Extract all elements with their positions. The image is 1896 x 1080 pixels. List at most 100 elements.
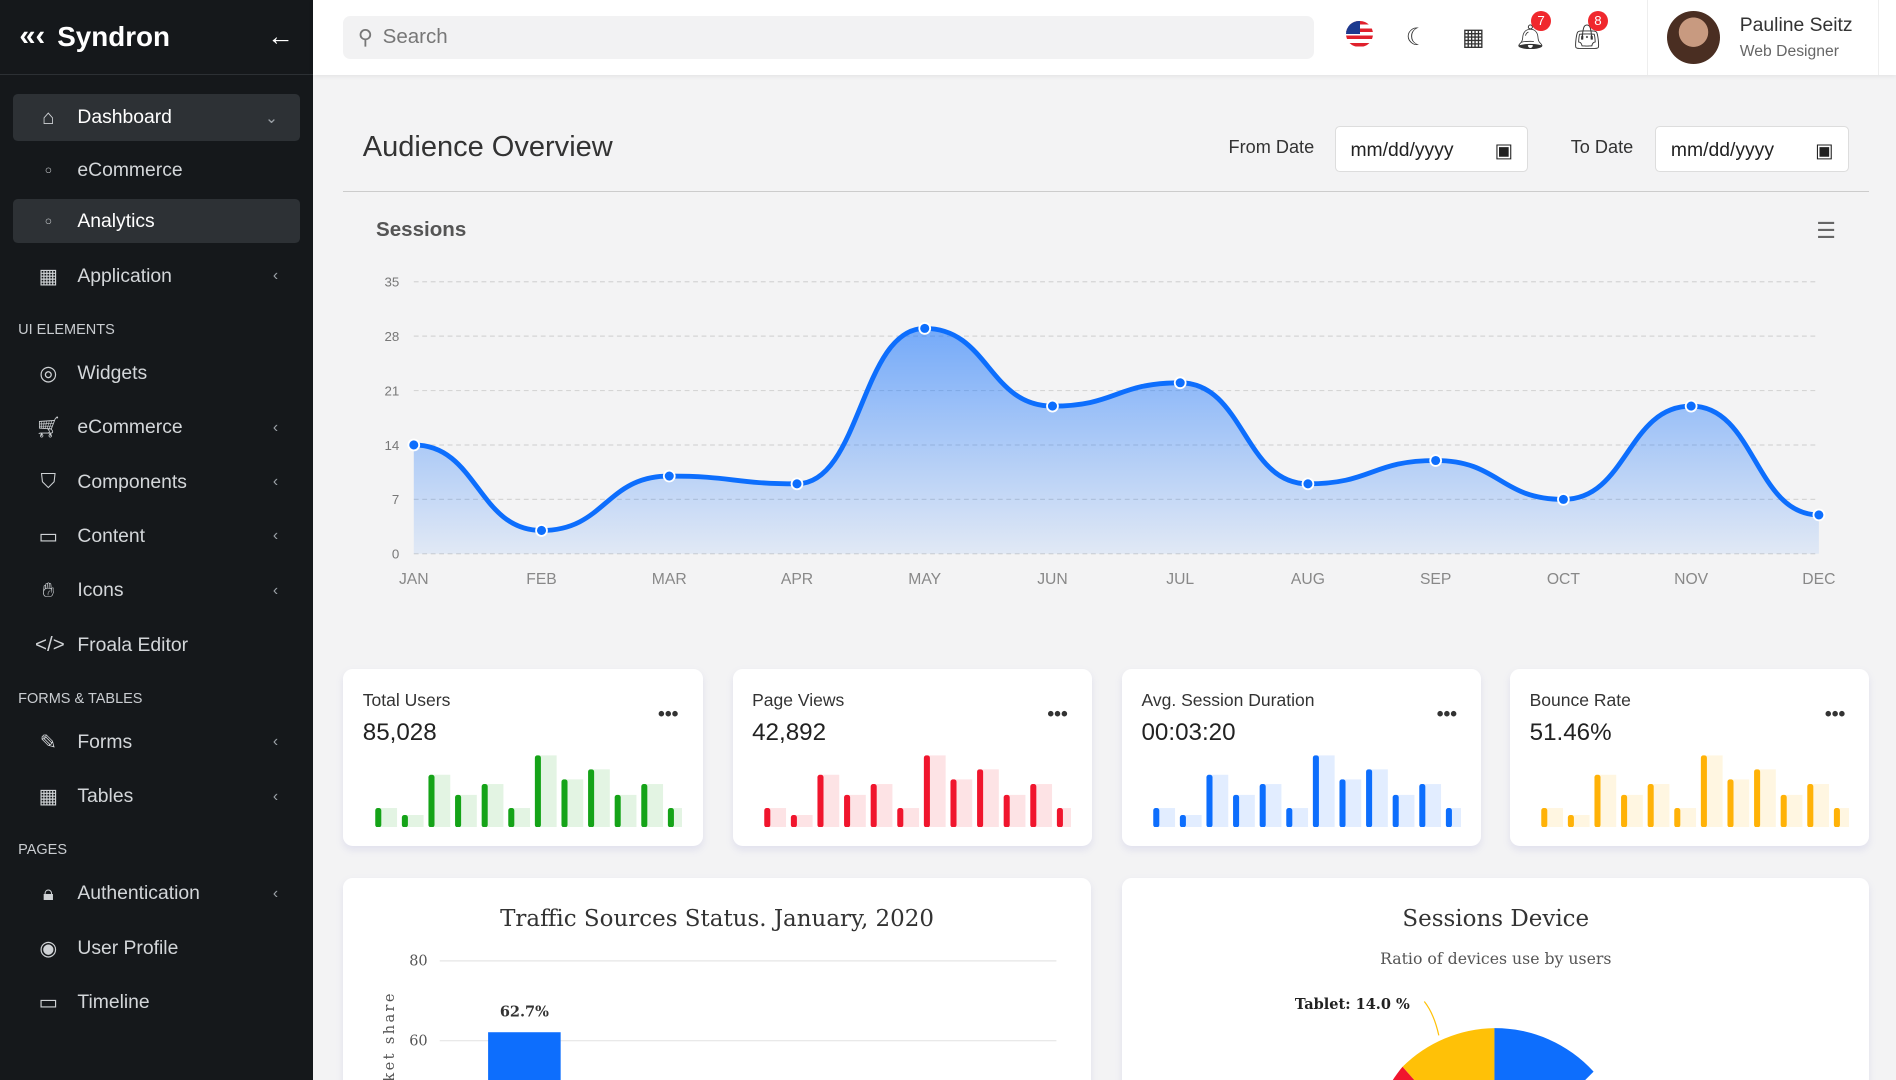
divider [343,191,1870,192]
from-date-value: mm/dd/yyyy [1350,138,1454,161]
sessions-chart-title: Sessions [376,217,467,241]
traffic-sources-card: Traffic Sources Status. January, 2020 80… [343,877,1091,1080]
chevron-left-icon: ‹ [272,267,279,285]
search-icon: ⚲ [357,25,373,49]
bookmark-icon: ⛉ [40,470,57,494]
sidebar-item-analytics[interactable]: ○ Analytics [13,199,300,243]
bar-glow [1839,807,1849,828]
calendar-icon[interactable]: ▣ [1494,139,1513,162]
bar-glow [406,814,424,828]
bar [488,1032,562,1080]
label: Application [77,264,172,287]
traffic-chart: 80 60 Market share 62.7% [382,954,1057,1080]
sidebar-item-authentication[interactable]: 🔒︎ Authentication ‹ [13,870,300,917]
cart-bag-icon[interactable]: 👜︎ 8 [1559,10,1616,52]
logo-icon: «‹ [19,20,46,53]
label: Icons [77,579,124,602]
bar [454,794,461,828]
sidebar-item-froala[interactable]: </> Froala Editor [13,622,300,669]
chevron-left-icon: ‹ [272,581,279,599]
bar [1446,807,1453,828]
bar [1259,783,1267,828]
apps-grid-icon[interactable]: ▦ [1461,23,1485,51]
data-point [790,477,804,491]
label: eCommerce [77,416,183,439]
search-placeholder: Search [382,25,448,49]
from-date-input[interactable]: mm/dd/yyyy ▣ [1334,125,1529,172]
sidebar-item-widgets[interactable]: ◎ Widgets [13,350,300,397]
user-name: Pauline Seitz [1739,13,1853,36]
sidebar-item-timeline[interactable]: ▭ Timeline [13,979,300,1026]
more-options-icon[interactable]: ••• [1047,702,1068,725]
y-tick: 35 [384,275,399,290]
chevron-left-icon: ‹ [272,733,279,751]
data-point [918,322,931,335]
bar-glow [459,794,477,828]
bar [1286,807,1293,828]
sidebar-item-content[interactable]: ▭ Content ‹ [13,513,300,560]
label: Froala Editor [77,633,189,656]
to-date-input[interactable]: mm/dd/yyyy ▣ [1655,125,1849,172]
bell-icon[interactable]: 🔔︎ 7 [1502,10,1559,52]
bar-glow [1397,794,1415,828]
collapse-sidebar-icon[interactable]: ← [267,21,294,52]
bar [667,807,674,828]
y-tick: 21 [384,383,399,398]
bar [614,794,621,828]
x-tick: DEC [1802,571,1835,588]
bar [1834,807,1841,828]
sidebar-item-ecommerce[interactable]: 🛒︎ eCommerce ‹ [13,404,300,451]
label: Dashboard [77,106,172,129]
sidebar-item-icons[interactable]: ✋︎ Icons ‹ [13,567,300,614]
dark-mode-icon[interactable]: ☾ [1405,23,1428,51]
bar-glow [848,794,866,828]
bar-glow [1812,783,1830,828]
sidebar-item-ecommerce-sub[interactable]: ○ eCommerce [13,149,300,193]
x-tick: SEP [1420,571,1451,588]
search-input[interactable]: ⚲ Search [343,15,1315,60]
more-options-icon[interactable]: ••• [1824,702,1846,725]
bar-glow [981,769,999,828]
table-icon: ▦ [38,785,59,809]
device-chart-subtitle: Ratio of devices use by users [1380,948,1612,968]
device-chart-title: Sessions Device [1402,905,1590,932]
bar [1233,794,1240,828]
sidebar-item-tables[interactable]: ▦ Tables ‹ [13,773,300,820]
data-point [407,438,420,452]
chevron-left-icon: ‹ [272,473,279,491]
chart-menu-icon[interactable]: ☰ [1816,217,1836,243]
more-options-icon[interactable]: ••• [1436,702,1458,725]
bar-glow [928,755,946,828]
y-tick: 7 [392,492,399,507]
bar-glow [512,807,530,828]
bar [1206,774,1213,828]
us-flag-icon[interactable] [1331,20,1388,55]
mini-bar-chart [1153,755,1461,828]
sidebar-item-dashboard[interactable]: ⌂ Dashboard ⌄ [13,94,300,142]
x-tick: MAR [652,571,687,588]
topbar: ⚲ Search ☾ ▦ 🔔︎ 7 👜︎ 8 Pauline Seitz Web Des… [313,0,1896,75]
sidebar-item-components[interactable]: ⛉ Components ‹ [13,458,300,505]
bar-glow [955,779,973,828]
sidebar-item-user-profile[interactable]: ◉ User Profile [13,924,300,971]
user-menu[interactable]: Pauline Seitz Web Designer [1646,0,1880,75]
bar [1727,779,1734,828]
chevron-left-icon: ‹ [272,884,279,902]
bar [897,807,904,828]
sidebar-item-forms[interactable]: ✎ Forms ‹ [13,719,300,766]
label: User Profile [77,936,179,959]
bar [561,779,568,828]
bar-glow [1573,814,1591,828]
calendar-icon[interactable]: ▣ [1815,139,1834,162]
kpi-card-page-views: Page Views 42,892 ••• [732,668,1092,847]
label: Forms [77,730,133,753]
more-options-icon[interactable]: ••• [658,702,679,725]
bar [1366,769,1373,828]
sidebar-item-application[interactable]: ▦ Application ‹ [13,253,300,300]
bar [1030,783,1037,828]
mini-bar-chart [1541,755,1849,828]
data-point [1173,376,1187,390]
home-icon: ⌂ [42,105,55,129]
bar-glow [1238,794,1256,828]
device-donut-chart: Tablet: 14.0 % [1295,995,1594,1080]
